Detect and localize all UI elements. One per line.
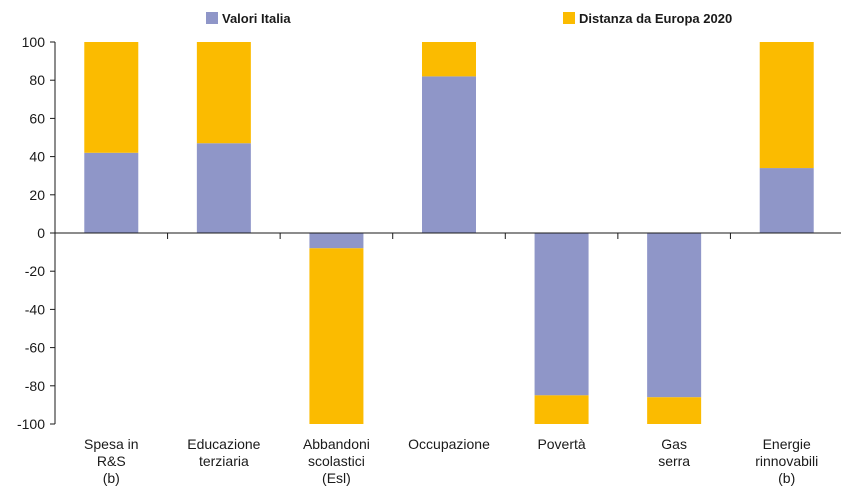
category-label-0: (b) — [103, 470, 120, 486]
category-label-5: serra — [658, 453, 690, 469]
bar-valori-italia-2 — [309, 233, 364, 249]
bar-valori-italia-0 — [84, 152, 139, 233]
y-tick-label: 40 — [29, 149, 45, 165]
y-tick-label: -80 — [25, 378, 45, 394]
bar-distanza-europa-1 — [196, 42, 251, 144]
y-tick-label: 60 — [29, 110, 45, 126]
legend-label-distanza-europa: Distanza da Europa 2020 — [579, 11, 732, 26]
category-label-4: Povertà — [537, 436, 585, 452]
category-label-1: Educazione — [187, 436, 260, 452]
y-tick-label: 100 — [22, 34, 46, 50]
bar-valori-italia-1 — [196, 143, 251, 233]
legend-swatch-distanza-europa — [563, 12, 575, 24]
legend: Valori Italia Distanza da Europa 2020 — [206, 11, 732, 26]
bar-distanza-europa-4 — [534, 395, 589, 424]
bar-valori-italia-5 — [647, 233, 702, 398]
bar-valori-italia-4 — [534, 233, 589, 396]
y-tick-label: 0 — [37, 225, 45, 241]
category-label-6: rinnovabili — [755, 453, 818, 469]
y-tick-label: -60 — [25, 340, 45, 356]
bar-distanza-europa-0 — [84, 42, 139, 153]
category-label-1: terziaria — [199, 453, 249, 469]
category-label-3: Occupazione — [408, 436, 490, 452]
bar-distanza-europa-6 — [759, 42, 814, 169]
y-tick-label: -40 — [25, 301, 45, 317]
category-label-5: Gas — [661, 436, 687, 452]
legend-label-valori-italia: Valori Italia — [222, 11, 291, 26]
bar-distanza-europa-2 — [309, 248, 364, 424]
bar-valori-italia-6 — [759, 168, 814, 233]
legend-swatch-valori-italia — [206, 12, 218, 24]
category-label-0: R&S — [97, 453, 126, 469]
bar-valori-italia-3 — [422, 76, 476, 233]
y-tick-label: 20 — [29, 187, 45, 203]
y-tick-label: -20 — [25, 263, 45, 279]
category-label-0: Spesa in — [84, 436, 138, 452]
category-label-6: Energie — [763, 436, 811, 452]
bar-distanza-europa-5 — [647, 397, 702, 424]
category-label-2: Abbandoni — [303, 436, 370, 452]
category-label-2: (Esl) — [322, 470, 351, 486]
category-label-6: (b) — [778, 470, 795, 486]
y-tick-label: -100 — [17, 416, 45, 432]
category-label-2: scolastici — [308, 453, 365, 469]
y-tick-label: 80 — [29, 72, 45, 88]
bar-distanza-europa-3 — [422, 42, 476, 77]
